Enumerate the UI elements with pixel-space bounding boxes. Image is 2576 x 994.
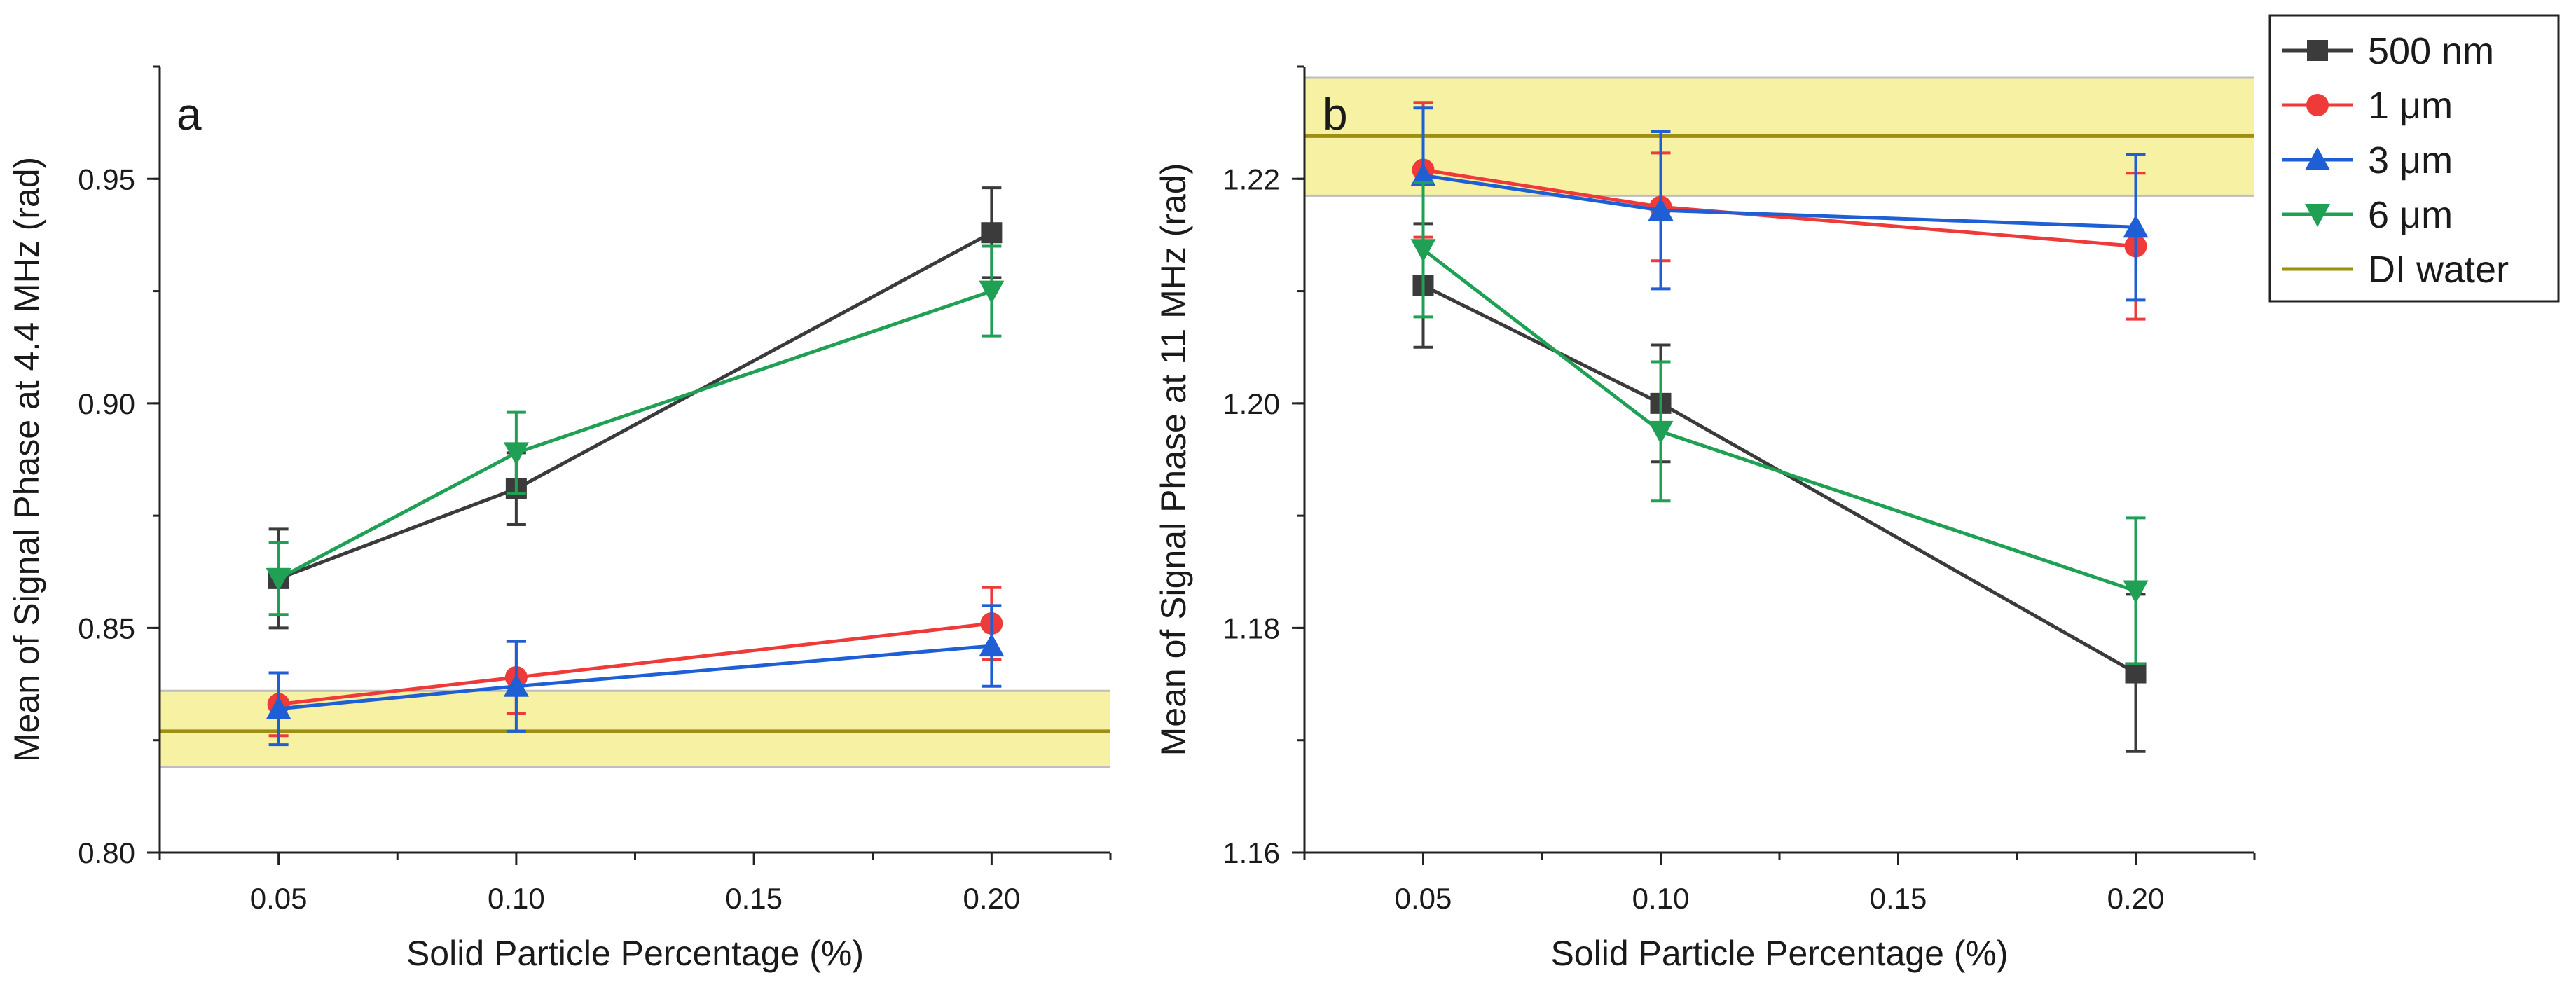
panel-b: 0.05 0.10 0.15 0.20 1.16 1.18 1.20 1.22 Solid Pa… xyxy=(1154,65,2256,973)
x-tick-label: 0.20 xyxy=(2107,882,2165,915)
panel-label: b xyxy=(1323,89,1348,139)
y-tick-label: 0.95 xyxy=(78,163,135,195)
y-tick-label: 1.16 xyxy=(1222,836,1280,869)
data-point xyxy=(2123,214,2149,238)
x-tick-label: 0.15 xyxy=(1870,882,1927,915)
y-tick-label: 1.18 xyxy=(1222,612,1280,644)
legend-label: 1 μm xyxy=(2368,85,2453,127)
data-point xyxy=(1410,163,1436,186)
legend-item-500-nm: 500 nm xyxy=(2282,30,2494,72)
series-500-nm xyxy=(268,186,1003,630)
x-tick-label: 0.15 xyxy=(725,882,783,915)
y-axis-title: Mean of Signal Phase at 11 MHz (rad) xyxy=(1154,163,1193,757)
legend-label: 6 μm xyxy=(2368,194,2453,236)
series-6-um xyxy=(266,244,1005,616)
panel-label: a xyxy=(177,89,202,139)
data-point xyxy=(266,696,291,719)
legend-marker xyxy=(2305,147,2330,170)
y-tick-label: 1.20 xyxy=(1222,387,1280,420)
panel-a: 0.05 0.10 0.15 0.20 0.80 0.85 0.90 0.95 Solid Pa… xyxy=(7,65,1112,973)
data-point xyxy=(1410,239,1436,263)
data-point xyxy=(503,673,529,697)
x-axis-title: Solid Particle Percentage (%) xyxy=(406,934,864,973)
legend-item-1-um: 1 μm xyxy=(2282,85,2453,127)
series-3-um xyxy=(1410,106,2149,302)
legend-marker xyxy=(2305,204,2330,227)
x-tick-label: 0.10 xyxy=(488,882,545,915)
x-tick-label: 0.05 xyxy=(1395,882,1452,915)
data-point xyxy=(266,567,291,591)
legend-item-3-um: 3 μm xyxy=(2282,139,2453,181)
legend-marker xyxy=(2307,40,2328,61)
y-tick-label: 0.85 xyxy=(78,612,135,644)
y-tick-label: 0.90 xyxy=(78,387,135,420)
data-point xyxy=(1648,198,1674,221)
y-axis-title: Mean of Signal Phase at 4.4 MHz (rad) xyxy=(7,157,46,762)
series-line xyxy=(277,231,993,581)
legend-label: 3 μm xyxy=(2368,139,2453,181)
x-axis-title: Solid Particle Percentage (%) xyxy=(1550,934,2008,973)
legend-label: DI water xyxy=(2368,249,2509,291)
series-line xyxy=(277,289,993,581)
y-tick-label: 1.22 xyxy=(1222,163,1280,195)
data-point xyxy=(981,222,1003,244)
data-point xyxy=(979,633,1005,657)
legend-label: 500 nm xyxy=(2368,30,2494,72)
legend-marker xyxy=(2306,94,2329,116)
series-line xyxy=(1421,248,2137,593)
data-point xyxy=(2123,580,2149,604)
series-line xyxy=(1422,284,2137,675)
legend-item-di-water: DI water xyxy=(2282,249,2509,291)
data-point xyxy=(503,442,529,466)
x-tick-label: 0.10 xyxy=(1632,882,1690,915)
legend-item-6-um: 6 μm xyxy=(2282,194,2453,236)
data-point xyxy=(2125,662,2147,684)
legend: 500 nm 1 μm 3 μm 6 μm DI water xyxy=(2268,14,2560,303)
data-point xyxy=(1648,420,1674,444)
data-point xyxy=(979,280,1005,304)
series-6-um xyxy=(1410,181,2149,665)
series-500-nm xyxy=(1412,222,2147,753)
series-3-um xyxy=(266,604,1005,747)
y-tick-label: 0.80 xyxy=(78,836,135,869)
x-tick-label: 0.05 xyxy=(250,882,308,915)
x-tick-label: 0.20 xyxy=(963,882,1021,915)
